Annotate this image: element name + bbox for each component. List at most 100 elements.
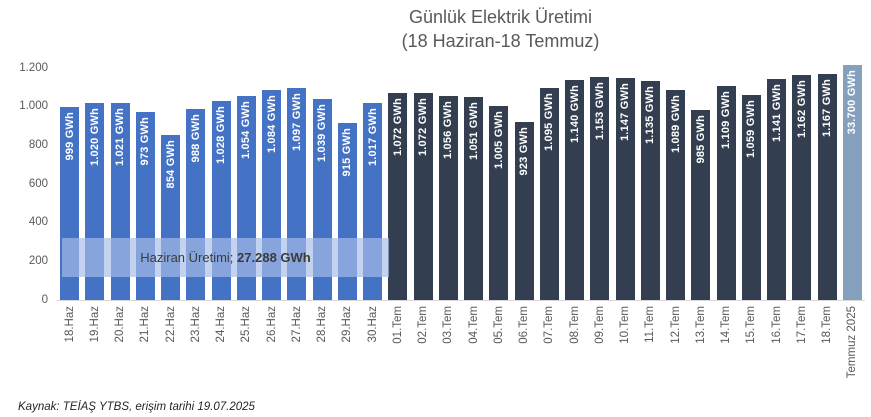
x-axis-tick-label: 05.Tem — [492, 306, 505, 344]
x-axis-tick: 29.Haz — [335, 306, 360, 398]
bar-value-label: 1.167 GWh — [821, 79, 834, 138]
bar-slot: 1.135 GWh — [638, 63, 663, 300]
bar-value-label: 1.084 GWh — [265, 95, 278, 154]
bar-value-label: 1.017 GWh — [366, 108, 379, 167]
x-axis-tick: 02.Tem — [411, 306, 436, 398]
chart-title: Günlük Elektrik Üretimi (18 Haziran-18 T… — [130, 5, 871, 53]
x-axis-tick: 05.Tem — [486, 306, 511, 398]
x-axis-tick-label: 26.Haz — [265, 306, 278, 343]
bar-value-label: 1.095 GWh — [543, 93, 556, 152]
x-axis-tick-label: 16.Tem — [770, 306, 783, 344]
bar-value-label: 1.056 GWh — [442, 100, 455, 159]
x-axis-tick-label: 08.Tem — [568, 306, 581, 344]
x-axis-tick-label: 30.Haz — [366, 306, 379, 343]
x-axis-tick-label: 13.Tem — [694, 306, 707, 344]
x-axis-tick-label: 29.Haz — [341, 306, 354, 343]
bar-13-tem: 985 GWh — [691, 109, 711, 300]
bar-value-label: 1.135 GWh — [644, 85, 657, 144]
bar-slot: 985 GWh — [688, 63, 713, 300]
x-axis-tick: 18.Tem — [815, 306, 840, 398]
x-axis-tick-label: 09.Tem — [593, 306, 606, 344]
x-axis-tick: 07.Tem — [537, 306, 562, 398]
x-axis-tick: 15.Tem — [739, 306, 764, 398]
bar-16-tem: 1.141 GWh — [767, 79, 787, 300]
bar-slot: 1.095 GWh — [537, 63, 562, 300]
bar-value-label: 1.005 GWh — [492, 110, 505, 169]
bar-value-label: 33.700 GWh — [846, 70, 859, 135]
bar-value-label: 1.054 GWh — [240, 101, 253, 160]
bar-value-label: 1.109 GWh — [720, 90, 733, 149]
y-axis-tick-label: 0 — [41, 293, 48, 306]
x-axis-tick-label: Temmuz 2025 — [846, 306, 859, 379]
x-axis-tick-label: 04.Tem — [467, 306, 480, 344]
bar-value-label: 988 GWh — [189, 114, 202, 163]
x-axis-tick: 13.Tem — [688, 306, 713, 398]
x-axis-tick-label: 07.Tem — [543, 306, 556, 344]
x-axis-tick: 28.Haz — [310, 306, 335, 398]
bar-12-tem: 1.089 GWh — [666, 89, 686, 300]
june-total-band: Haziran Üretimi; 27.288 GWh — [62, 238, 389, 277]
bar-slot: 1.056 GWh — [436, 63, 461, 300]
bar-value-label: 854 GWh — [164, 139, 177, 189]
bar-15-tem: 1.059 GWh — [741, 95, 761, 300]
bar-04-tem: 1.051 GWh — [464, 96, 484, 300]
x-axis-tick: 18.Haz — [57, 306, 82, 398]
bar-slot: 1.162 GWh — [789, 63, 814, 300]
bar-value-label: 985 GWh — [694, 114, 707, 164]
x-axis-tick: 12.Tem — [663, 306, 688, 398]
bar-value-label: 973 GWh — [139, 116, 152, 166]
y-axis-tick-label: 800 — [28, 138, 48, 151]
x-axis-labels: 18.Haz 19.Haz 20.Haz 21.Haz 22.Haz 23.Haz 24.H… — [57, 306, 865, 398]
chart-title-line1: Günlük Elektrik Üretimi — [408, 7, 593, 27]
bar-value-label: 1.141 GWh — [770, 84, 783, 143]
x-axis-tick-label: 14.Tem — [720, 306, 733, 344]
bar-08-tem: 1.140 GWh — [565, 79, 585, 300]
bar-18-tem: 1.167 GWh — [817, 74, 837, 300]
bar-slot: 1.059 GWh — [739, 63, 764, 300]
x-axis-tick: 03.Tem — [436, 306, 461, 398]
x-axis-line — [57, 300, 865, 301]
x-axis-tick-label: 22.Haz — [164, 306, 177, 343]
x-axis-tick-label: 19.Haz — [88, 306, 101, 343]
x-axis-tick: 17.Tem — [789, 306, 814, 398]
x-axis-tick: 10.Tem — [613, 306, 638, 398]
bar-value-label: 1.072 GWh — [417, 97, 430, 156]
bar-03-tem: 1.056 GWh — [438, 95, 458, 300]
x-axis-tick-label: 01.Tem — [391, 306, 404, 344]
x-axis-tick: 14.Tem — [714, 306, 739, 398]
x-axis-tick-label: 25.Haz — [240, 306, 253, 343]
bar-05-tem: 1.005 GWh — [489, 105, 509, 300]
x-axis-tick: 01.Tem — [385, 306, 410, 398]
x-axis-tick: 08.Tem — [562, 306, 587, 398]
bar-01-tem: 1.072 GWh — [388, 92, 408, 300]
bar-value-label: 1.072 GWh — [391, 97, 404, 156]
x-axis-tick: 23.Haz — [183, 306, 208, 398]
y-axis-tick-label: 1.000 — [19, 100, 48, 113]
bar-17-tem: 1.162 GWh — [792, 75, 812, 300]
bar-value-label: 1.021 GWh — [114, 107, 127, 166]
june-total-label: Haziran Üretimi; — [140, 250, 234, 265]
x-axis-tick: 25.Haz — [234, 306, 259, 398]
x-axis-tick-label: 02.Tem — [417, 306, 430, 344]
bar-07-tem: 1.095 GWh — [539, 88, 559, 300]
x-axis-tick-label: 27.Haz — [290, 306, 303, 343]
bar-value-label: 1.089 GWh — [669, 94, 682, 153]
bar-slot: 923 GWh — [512, 63, 537, 300]
bar-value-label: 999 GWh — [63, 111, 76, 161]
bars-area: 999 GWh 1.020 GWh 1.021 GWh 973 GWh 854 GWh 9… — [57, 63, 865, 300]
x-axis-tick-label: 18.Tem — [821, 306, 834, 344]
source-note: Kaynak: TEİAŞ YTBS, erişim tarihi 19.07.… — [18, 401, 255, 413]
x-axis-tick-label: 24.Haz — [215, 306, 228, 343]
x-axis-tick: 11.Tem — [638, 306, 663, 398]
june-total-value: 27.288 GWh — [237, 250, 311, 265]
bar-slot: 1.072 GWh — [385, 63, 410, 300]
x-axis-tick: 04.Tem — [461, 306, 486, 398]
x-axis-tick: 22.Haz — [158, 306, 183, 398]
bar-14-tem: 1.109 GWh — [716, 85, 736, 300]
chart-title-line2: (18 Haziran-18 Temmuz) — [401, 31, 600, 51]
bar-slot: 1.072 GWh — [411, 63, 436, 300]
bar-10-tem: 1.147 GWh — [615, 78, 635, 300]
bar-value-label: 915 GWh — [341, 128, 354, 177]
bar-slot: 1.109 GWh — [714, 63, 739, 300]
bar-slot: 1.005 GWh — [486, 63, 511, 300]
